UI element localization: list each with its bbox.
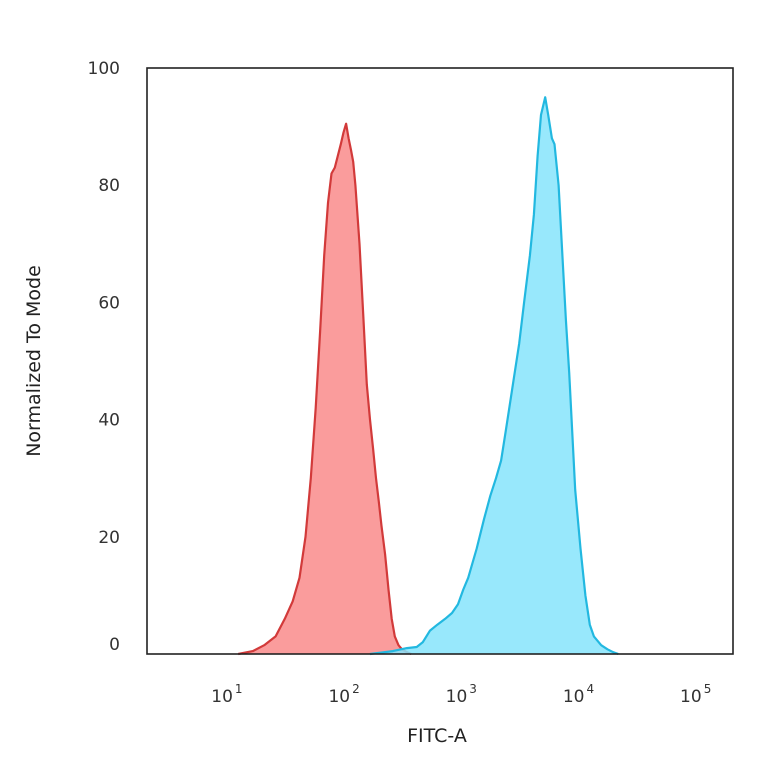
- x-tick-label: 10 2: [328, 682, 359, 707]
- series-2-line: [369, 96, 619, 656]
- plot-frame: [146, 67, 734, 655]
- y-tick-label: 60: [98, 293, 120, 313]
- x-axis-label: FITC-A: [407, 725, 467, 747]
- y-axis-label: Normalized To Mode: [23, 265, 45, 457]
- x-tick-label: 10 1: [211, 682, 242, 707]
- tick-layer: 0 20 40 60 80 100 10 1 10 2 10 3 10 4 10 5: [88, 59, 712, 707]
- y-tick-label: 0: [109, 635, 120, 655]
- y-tick-label: 20: [98, 528, 120, 548]
- series-1-line: [237, 122, 412, 656]
- series-1-area: [238, 123, 412, 654]
- x-tick-label: 10 4: [563, 682, 594, 707]
- y-tick-label: 40: [98, 411, 120, 431]
- x-tick-label: 10 3: [446, 682, 477, 707]
- series-2-area: [370, 97, 619, 655]
- series-layer: [237, 96, 619, 656]
- x-tick-label: 10 5: [680, 682, 711, 707]
- y-tick-label: 80: [98, 176, 120, 196]
- y-tick-label: 100: [88, 59, 120, 79]
